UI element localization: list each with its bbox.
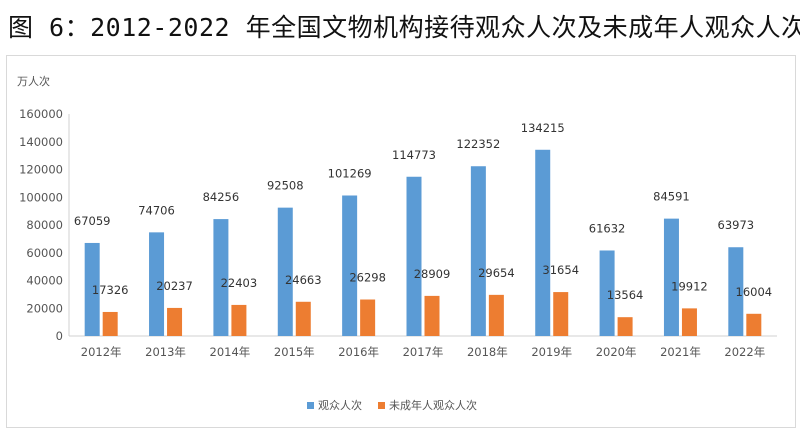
x-tick-label: 2019年 (531, 345, 572, 359)
bar-minor-visitors (231, 304, 247, 336)
x-tick-label: 2016年 (338, 345, 379, 359)
data-label: 84591 (653, 190, 690, 204)
y-tick-label: 60000 (26, 246, 63, 260)
legend-swatch-visitors (307, 402, 314, 409)
data-label: 61632 (589, 221, 626, 235)
bar-visitors (663, 218, 679, 336)
bar-visitors (342, 195, 358, 336)
bar-minor-visitors (681, 308, 697, 336)
data-label: 134215 (521, 121, 565, 135)
bar-minor-visitors (295, 301, 311, 336)
data-label: 22403 (221, 276, 258, 290)
bar-minor-visitors (488, 294, 504, 336)
legend-label: 观众人次 (318, 398, 362, 412)
data-label: 29654 (478, 266, 515, 280)
figure-title: 图 6：2012-2022 年全国文物机构接待观众人次及未成年人观众人次 (8, 13, 800, 42)
y-tick-label: 80000 (26, 218, 63, 232)
bar-minor-visitors (360, 299, 376, 336)
legend-swatch-minor-visitors (378, 402, 385, 409)
data-label: 92508 (267, 179, 304, 193)
data-label: 74706 (138, 203, 175, 217)
data-label: 26298 (349, 271, 386, 285)
data-label: 101269 (328, 166, 372, 180)
y-tick-label: 20000 (26, 301, 63, 315)
x-tick-label: 2012年 (81, 345, 122, 359)
bar-minor-visitors (167, 307, 183, 336)
x-tick-label: 2020年 (596, 345, 637, 359)
data-label: 16004 (736, 285, 773, 299)
bar-chart: 万人次 0 20000 40000 60000 80000 100000 120000 1400… (17, 74, 777, 412)
data-label: 13564 (607, 288, 644, 302)
bar-visitors (470, 166, 486, 336)
y-axis-unit-label: 万人次 (17, 74, 50, 88)
bar-visitors (149, 232, 165, 336)
x-tick-label: 2021年 (660, 345, 701, 359)
data-label: 20237 (156, 279, 193, 293)
bar-visitors (728, 247, 744, 336)
bar-minor-visitors (553, 292, 569, 336)
bar-visitors (277, 207, 293, 336)
bar-minor-visitors (746, 313, 762, 336)
data-label: 122352 (456, 137, 500, 151)
x-tick-label: 2015年 (274, 345, 315, 359)
y-tick-label: 160000 (19, 107, 63, 121)
y-tick-label: 40000 (26, 274, 63, 288)
bar-visitors (213, 219, 229, 336)
x-tick-label: 2018年 (467, 345, 508, 359)
y-tick-label: 120000 (19, 163, 63, 177)
bar-visitors (535, 149, 551, 336)
data-label: 19912 (671, 279, 708, 293)
data-label: 17326 (92, 283, 129, 297)
data-label: 67059 (74, 214, 111, 228)
bar-visitors (599, 250, 615, 336)
x-tick-label: 2017年 (403, 345, 444, 359)
chart-area: 万人次 0 20000 40000 60000 80000 100000 120000 1400… (6, 55, 796, 428)
data-label: 28909 (414, 267, 451, 281)
data-label: 31654 (542, 263, 579, 277)
data-label: 24663 (285, 273, 322, 287)
bar-visitors (84, 242, 100, 336)
bar-minor-visitors (102, 311, 118, 336)
legend-label: 未成年人观众人次 (389, 398, 477, 412)
y-tick-label: 100000 (19, 190, 63, 204)
x-tick-label: 2014年 (210, 345, 251, 359)
y-tick-label: 140000 (19, 135, 63, 149)
bar-minor-visitors (424, 295, 440, 336)
y-tick-label: 0 (56, 329, 63, 343)
data-label: 114773 (392, 148, 436, 162)
data-label: 63973 (718, 218, 755, 232)
bar-minor-visitors (617, 317, 633, 336)
bar-visitors (406, 176, 422, 336)
x-tick-label: 2022年 (724, 345, 765, 359)
x-tick-label: 2013年 (145, 345, 186, 359)
data-label: 84256 (203, 190, 240, 204)
